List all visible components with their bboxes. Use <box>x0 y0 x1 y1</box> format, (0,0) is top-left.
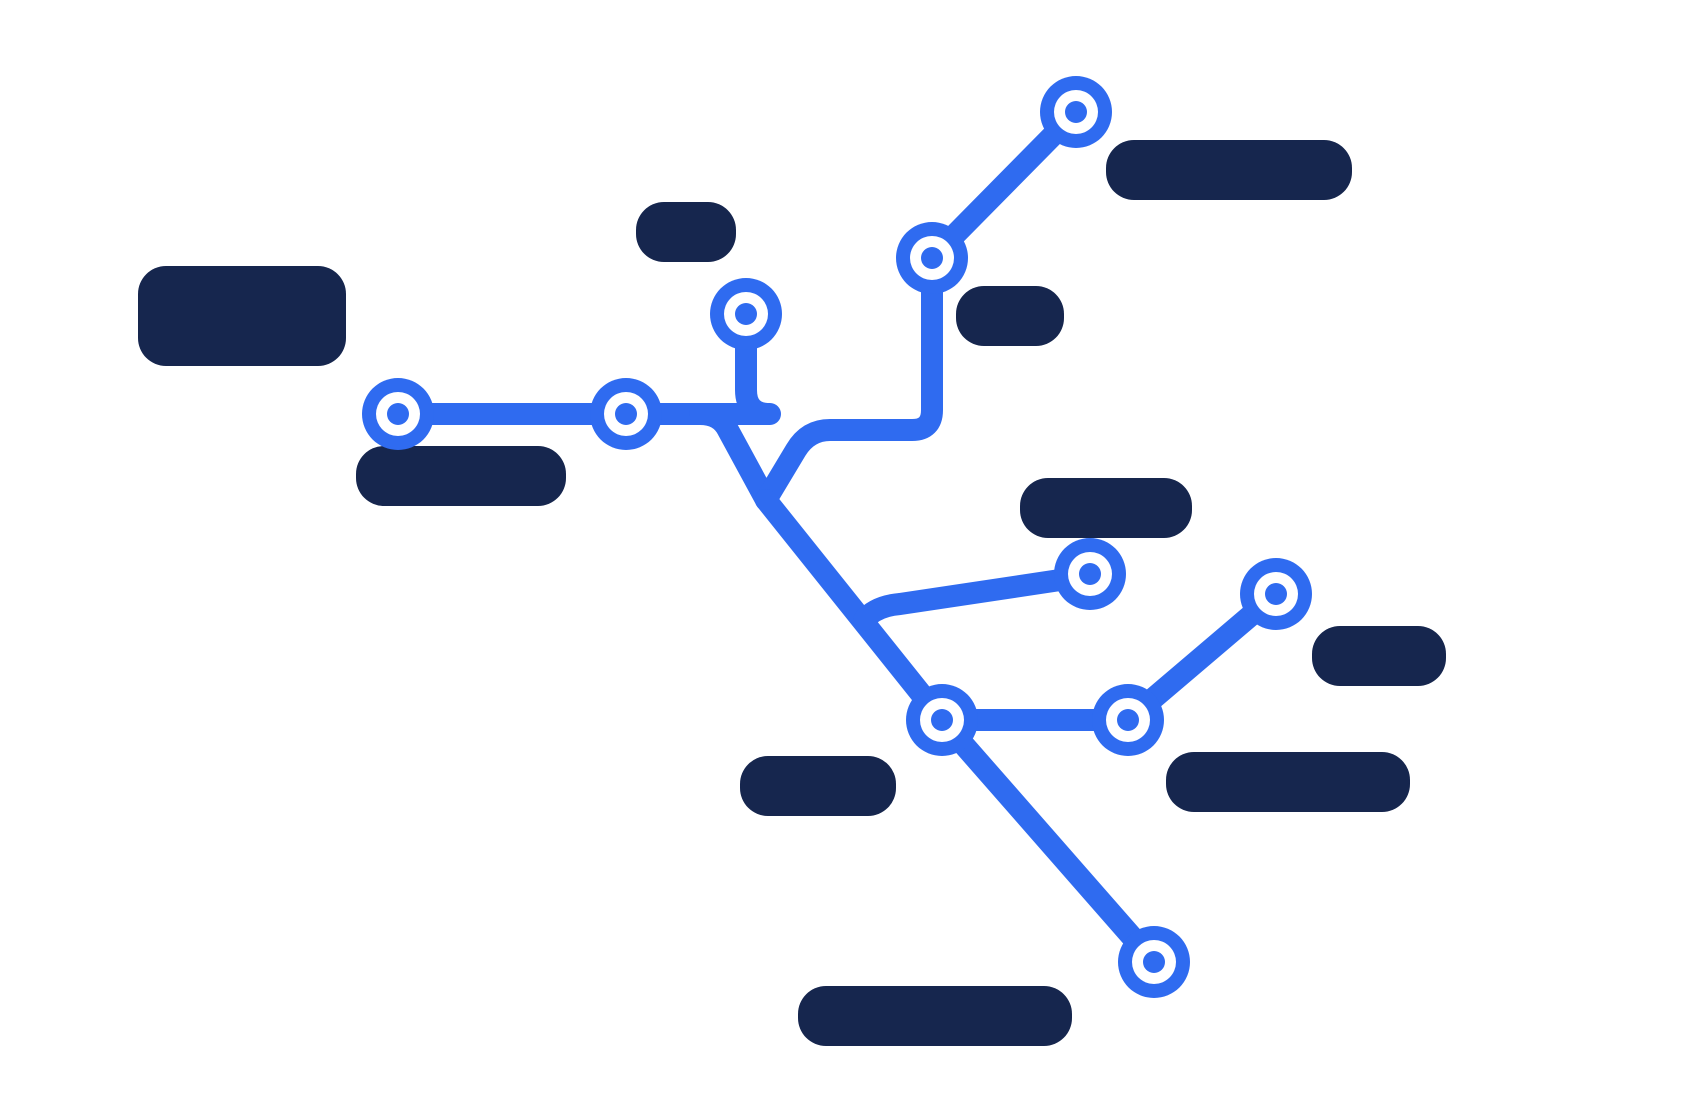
node <box>590 378 662 450</box>
label-pill <box>798 986 1072 1046</box>
label-pill <box>356 446 566 506</box>
label-pill <box>1166 752 1410 812</box>
edge <box>942 720 1154 962</box>
node <box>710 278 782 350</box>
label-pill <box>138 266 346 366</box>
network-diagram <box>0 0 1708 1116</box>
label-pill <box>636 202 736 262</box>
node <box>1118 926 1190 998</box>
label-pill <box>956 286 1064 346</box>
node <box>362 378 434 450</box>
label-pill <box>740 756 896 816</box>
node <box>1240 558 1312 630</box>
node <box>896 222 968 294</box>
label-pill <box>1106 140 1352 200</box>
diagram-stage <box>0 0 1708 1116</box>
node <box>1092 684 1164 756</box>
label-pill <box>1312 626 1446 686</box>
node <box>1040 76 1112 148</box>
node <box>906 684 978 756</box>
node <box>1054 538 1126 610</box>
label-pill <box>1020 478 1192 538</box>
edge <box>766 258 932 500</box>
